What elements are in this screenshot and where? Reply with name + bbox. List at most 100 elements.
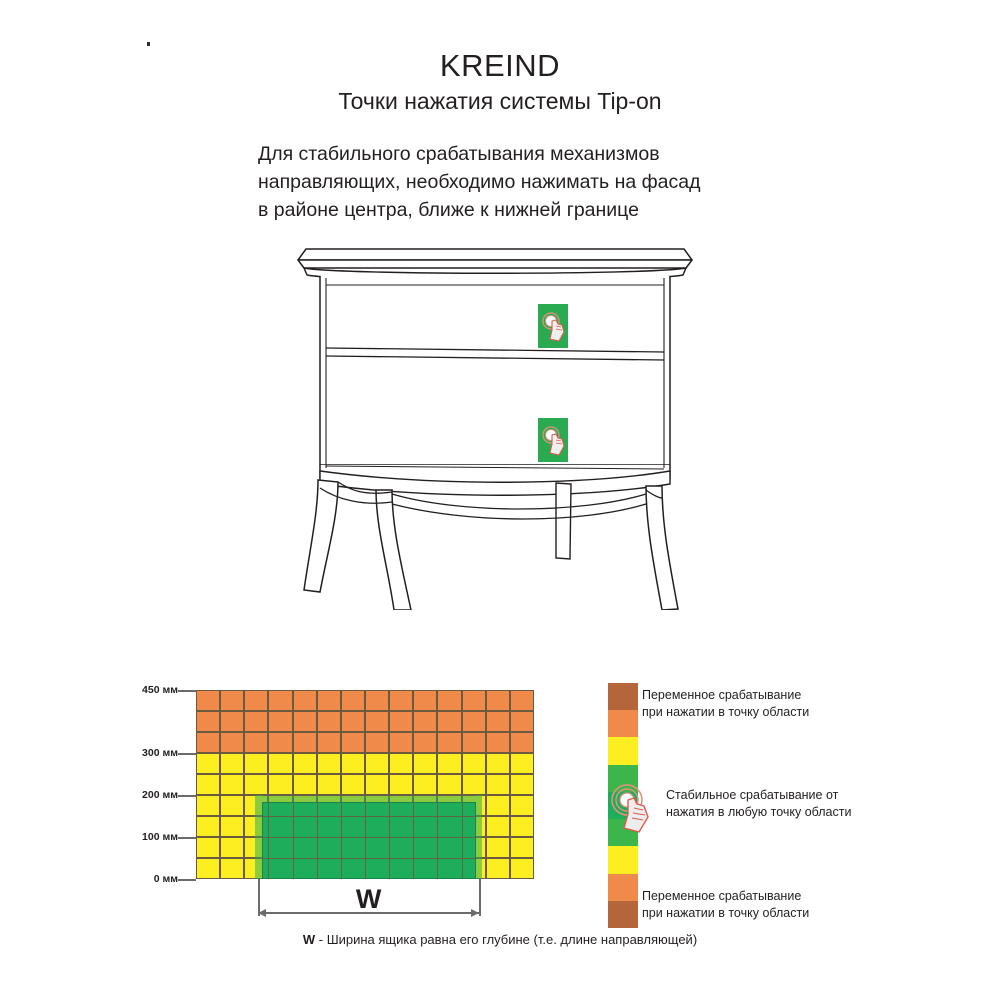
grid-line-vertical xyxy=(461,802,463,879)
legend-variable-top: Переменное срабатывание при нажатии в точ… xyxy=(642,687,809,721)
grid-cell xyxy=(316,753,341,774)
grid-cell xyxy=(509,690,534,711)
grid-cell xyxy=(413,732,438,753)
grid-cell xyxy=(244,753,269,774)
grid-cell xyxy=(365,774,390,795)
stable-zone-core xyxy=(262,802,477,879)
grid-cell xyxy=(196,732,221,753)
legend-color-bar xyxy=(608,683,638,928)
legend-line-2: при нажатии в точку области xyxy=(642,906,810,920)
caption-text: - Ширина ящика равна его глубине (т.е. д… xyxy=(318,932,698,947)
grid-cell xyxy=(316,690,341,711)
grid-cell xyxy=(461,711,486,732)
axis-tick-label: 200 мм xyxy=(142,789,178,801)
axis-tick-label: 300 мм xyxy=(142,747,178,759)
grid-cell xyxy=(292,774,317,795)
axis-tick-mark xyxy=(178,753,196,755)
grid-cell xyxy=(220,858,245,879)
grid-cell xyxy=(461,774,486,795)
legend-line-2: нажатия в любую точку области xyxy=(666,805,852,819)
grid-line-vertical xyxy=(365,802,366,879)
dimension-arrow xyxy=(471,909,480,917)
grid-cell xyxy=(196,753,221,774)
legend-stable: Стабильное срабатывание от нажатия в любу… xyxy=(666,787,851,821)
dimension-caption: W - Ширина ящика равна его глубине (т.е.… xyxy=(0,932,1000,947)
legend-line-1: Переменное срабатывание xyxy=(642,889,802,903)
axis-tick-mark xyxy=(178,690,196,692)
grid-cell xyxy=(509,837,534,858)
grid-cell xyxy=(268,711,293,732)
grid-cell xyxy=(413,774,438,795)
dimension-extension-line xyxy=(479,879,482,916)
grid-cell xyxy=(509,816,534,837)
pointing-hand-icon xyxy=(542,312,565,342)
grid-cell xyxy=(316,774,341,795)
grid-cell xyxy=(365,732,390,753)
page-subtitle: Точки нажатия системы Tip-on xyxy=(338,88,662,114)
grid-cell xyxy=(509,774,534,795)
grid-line-vertical xyxy=(413,802,415,879)
grid-cell xyxy=(340,711,365,732)
grid-cell xyxy=(268,753,293,774)
grid-line-vertical xyxy=(340,802,342,879)
grid-line-horizontal xyxy=(262,816,477,817)
intro-line-2: направляющих, необходимо нажимать на фас… xyxy=(258,171,701,193)
grid-cell xyxy=(316,711,341,732)
band-yellow-top xyxy=(608,737,638,765)
grid-cell xyxy=(461,690,486,711)
grid-cell xyxy=(268,732,293,753)
grid-line-horizontal xyxy=(262,858,477,859)
band-orange-top xyxy=(608,710,638,738)
axis-tick-label: 0 мм xyxy=(153,873,178,885)
grid-cell xyxy=(220,774,245,795)
intro-paragraph: Для стабильного срабатывания механизмов … xyxy=(258,140,778,224)
grid-line-vertical xyxy=(268,802,270,879)
band-green-upper xyxy=(608,764,638,792)
grid-cell xyxy=(292,732,317,753)
grid-cell xyxy=(485,690,510,711)
grid-cell xyxy=(413,711,438,732)
grid-cell xyxy=(485,858,510,879)
grid-cell xyxy=(365,711,390,732)
grid-cell xyxy=(485,753,510,774)
grid-cell xyxy=(220,753,245,774)
grid-cell xyxy=(292,711,317,732)
axis-tick-mark xyxy=(178,879,196,881)
grid-cell xyxy=(413,690,438,711)
grid-cell xyxy=(437,753,462,774)
grid-cell xyxy=(220,690,245,711)
grid-line-vertical xyxy=(292,802,294,879)
grid-cell xyxy=(340,774,365,795)
press-zone-heatmap xyxy=(196,690,534,879)
intro-line-1: Для стабильного срабатывания механизмов xyxy=(258,143,660,165)
grid-cell xyxy=(485,774,510,795)
grid-cell xyxy=(196,858,221,879)
grid-cell xyxy=(196,837,221,858)
pointing-hand-icon xyxy=(611,784,649,833)
touch-point-upper-drawer xyxy=(538,304,568,348)
band-yellow-bot xyxy=(608,846,638,874)
caption-symbol: W xyxy=(302,932,316,947)
grid-cell xyxy=(196,690,221,711)
chart-y-axis: 450 мм 300 мм 200 мм 100 мм 0 мм xyxy=(140,680,200,885)
grid-cell xyxy=(196,816,221,837)
grid-cell xyxy=(340,753,365,774)
grid-cell xyxy=(365,690,390,711)
grid-cell xyxy=(485,837,510,858)
grid-cell xyxy=(220,795,245,816)
legend-line-1: Переменное срабатывание xyxy=(642,688,802,702)
grid-cell xyxy=(461,732,486,753)
grid-cell xyxy=(292,690,317,711)
grid-cell xyxy=(389,732,414,753)
touch-point-lower-drawer xyxy=(538,418,568,462)
grid-cell xyxy=(461,753,486,774)
grid-cell xyxy=(485,816,510,837)
grid-line-horizontal xyxy=(262,795,477,796)
axis-tick-mark xyxy=(178,795,196,797)
grid-cell xyxy=(509,753,534,774)
grid-cell xyxy=(316,732,341,753)
grid-cell xyxy=(389,774,414,795)
dimension-line xyxy=(258,912,480,914)
grid-cell xyxy=(509,732,534,753)
